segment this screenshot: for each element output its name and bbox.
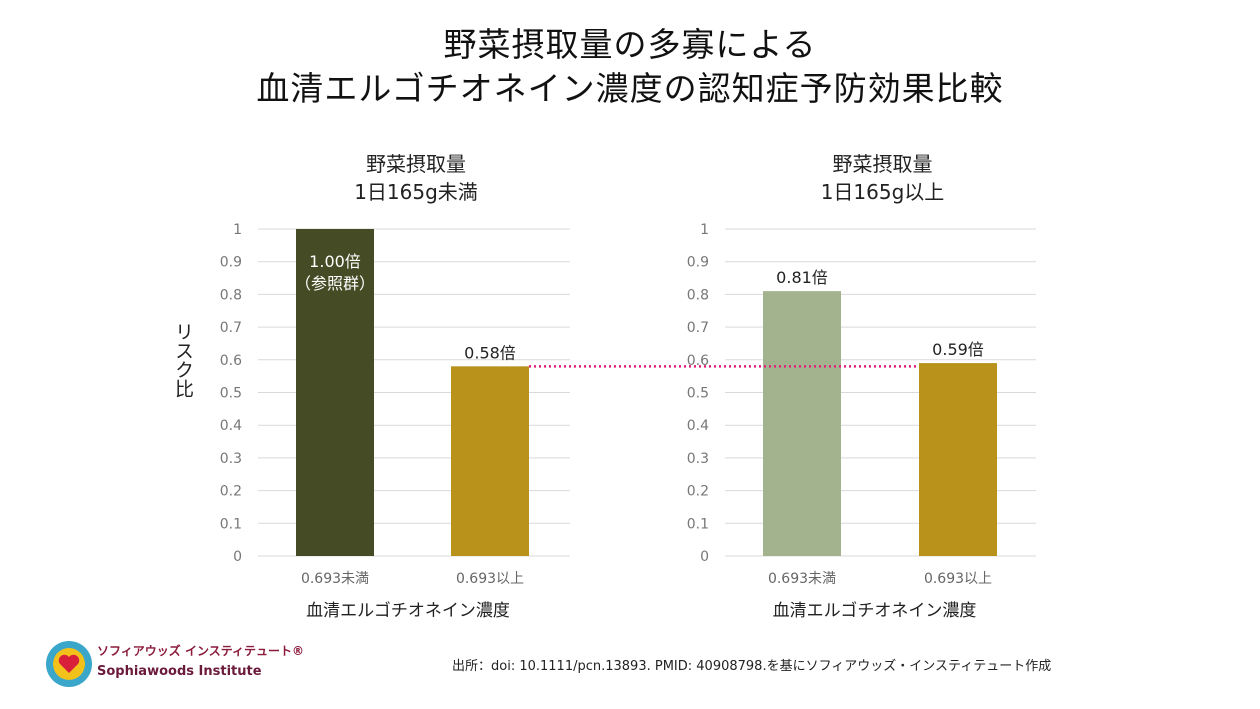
y-tick-label: 0.3: [220, 451, 242, 467]
x-tick-label: 0.693未満: [768, 571, 836, 587]
title-line-1: 野菜摂取量の多寡による: [443, 25, 817, 64]
bar-data-label: 0.81倍: [776, 268, 828, 287]
y-tick-label: 0.9: [687, 255, 709, 271]
logo-icon: [46, 641, 92, 687]
chart-title-line-1: 野菜摂取量: [833, 152, 933, 176]
y-tick-label: 0.5: [220, 386, 242, 402]
y-tick-label: 0.8: [220, 287, 242, 303]
x-axis-label: 血清エルゴチオネイン濃度: [306, 600, 510, 621]
y-axis-label: リスク比: [172, 322, 194, 398]
y-tick-label: 0: [700, 549, 709, 565]
logo-text-jp: ソフィアウッズ インスティテュート®: [97, 644, 304, 658]
bar-data-label: 0.58倍: [464, 343, 516, 362]
logo-text-en: Sophiawoods Institute: [97, 664, 262, 679]
bar-data-label: 0.59倍: [932, 340, 984, 359]
y-tick-label: 0.2: [220, 484, 242, 500]
y-tick-label: 0.8: [687, 287, 709, 303]
y-tick-label: 0.2: [687, 484, 709, 500]
y-tick-label: 0.3: [687, 451, 709, 467]
bar-data-label: （参照群）: [295, 274, 375, 293]
y-tick-label: 0.4: [220, 418, 242, 434]
y-tick-label: 0.6: [687, 353, 709, 369]
chart-title-line-2: 1日165g未満: [354, 180, 478, 204]
y-tick-label: 0.7: [687, 320, 709, 336]
y-tick-label: 0.6: [220, 353, 242, 369]
bar-data-label: 1.00倍: [309, 252, 361, 271]
x-tick-label: 0.693以上: [456, 571, 524, 587]
y-tick-label: 1: [233, 222, 242, 238]
title-line-2: 血清エルゴチオネイン濃度の認知症予防効果比較: [256, 69, 1004, 108]
bar: [296, 229, 374, 556]
y-tick-label: 0.7: [220, 320, 242, 336]
x-tick-label: 0.693以上: [924, 571, 992, 587]
bar: [919, 363, 997, 556]
chart-area: 野菜摂取量 1日165g未満 0 0.1 0.2 0.3 0.4 0.5 0.6 0.7 0.8 0.…: [172, 152, 1036, 621]
y-tick-label: 0.1: [687, 516, 709, 532]
x-tick-label: 0.693未満: [301, 571, 369, 587]
y-tick-label: 0.5: [687, 386, 709, 402]
chart-title-line-1: 野菜摂取量: [366, 152, 466, 176]
source-citation: 出所：doi: 10.1111/pcn.13893. PMID: 4090879…: [452, 659, 1052, 674]
y-tick-label: 0.4: [687, 418, 709, 434]
y-tick-label: 0.1: [220, 516, 242, 532]
bar: [451, 366, 529, 556]
y-tick-label: 1: [700, 222, 709, 238]
bar: [763, 291, 841, 556]
x-axis-label: 血清エルゴチオネイン濃度: [773, 600, 977, 621]
y-tick-label: 0.9: [220, 255, 242, 271]
chart-title-line-2: 1日165g以上: [821, 180, 945, 204]
y-tick-label: 0: [233, 549, 242, 565]
